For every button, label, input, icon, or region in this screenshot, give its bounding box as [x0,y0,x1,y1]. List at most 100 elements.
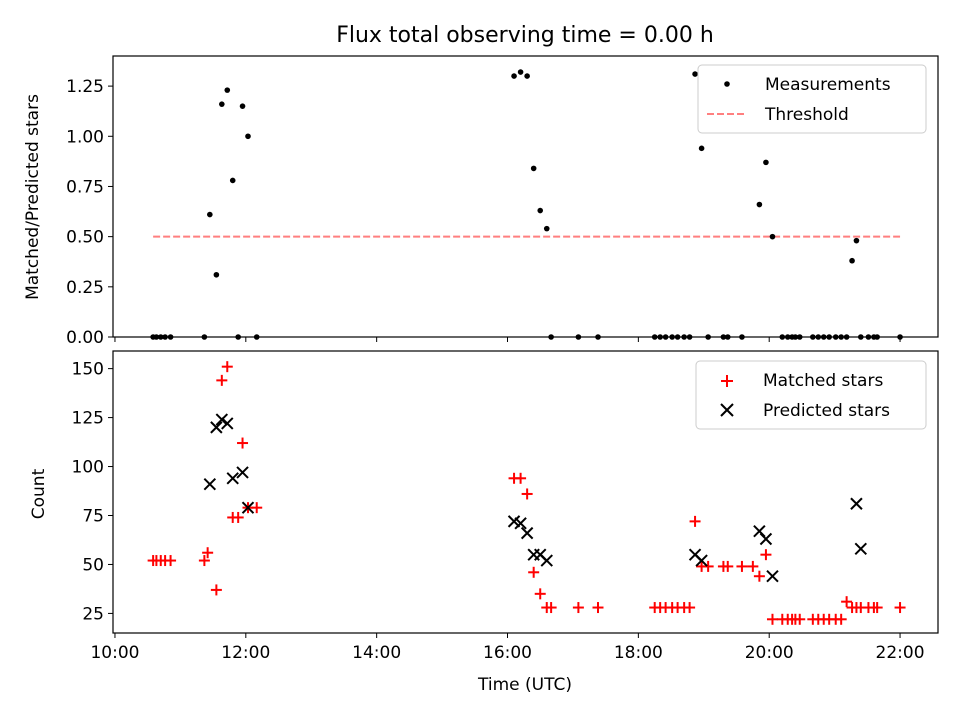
matched-star-point [592,602,604,614]
matched-star-point [753,570,765,582]
measurement-point [548,334,554,340]
matched-star-point [766,613,778,625]
matched-star-point [202,547,214,559]
matched-star-point [871,602,883,614]
measurement-point [720,334,727,340]
measurement-point [763,159,769,166]
measurement-point [843,334,850,340]
measurement-point [662,334,669,340]
measurement-point [820,334,827,340]
measurement-point [705,334,711,340]
measurement-point [674,334,681,340]
legend-ratio: Measurements Threshold [697,64,927,134]
predicted-star-point [854,542,868,555]
legend-matched-marker [721,375,733,387]
measurement-point [213,271,220,278]
measurement-point [853,237,860,244]
measurement-point [657,334,663,340]
measurement-point [724,334,731,340]
measurement-point [201,334,208,340]
legend-measurements-marker [724,81,730,87]
ratio-y-tick-label: 0.00 [66,328,104,348]
measurement-point [235,334,241,340]
measurement-point [681,334,687,340]
measurement-point [245,133,251,140]
matched-star-point [572,602,584,614]
ratio-y-tick-label: 1.25 [66,77,104,97]
measurement-point [832,334,839,340]
measurement-point [796,334,803,340]
measurement-point [229,177,236,184]
matched-star-point [251,502,263,514]
measurement-point [865,334,872,340]
panel-ratio-marks [150,69,903,340]
predicted-star-point [236,466,249,479]
matched-star-point [894,602,906,614]
predicted-star-point [203,477,217,491]
matched-star-point [210,584,222,596]
matched-star-point [528,566,540,578]
measurement-point [537,207,544,214]
measurement-point [167,334,174,340]
measurement-point [810,334,816,340]
ratio-y-tick-label: 1.00 [66,127,104,147]
ratio-y-tick-label: 0.50 [66,228,104,248]
predicted-star-point [520,526,534,540]
measurement-point [524,73,530,79]
measurement-point [543,225,550,232]
measurement-point [207,211,213,218]
measurement-point [224,87,231,93]
panel-ratio-ylabel: Matched/Predicted stars [23,94,43,300]
measurement-point [651,334,658,340]
measurement-point [669,334,675,340]
measurement-point [756,201,763,208]
measurement-point [784,334,791,340]
matched-star-point [747,560,759,572]
predicted-star-point [221,417,234,430]
measurement-point [826,334,832,340]
count-y-tick-label: 125 [72,409,104,429]
matched-star-point [841,596,853,608]
panel-count-ylabel: Count [29,468,49,519]
matched-star-point [835,613,847,625]
measurement-point [530,165,537,172]
count-y-tick-label: 50 [82,555,104,575]
legend-threshold-label: Threshold [764,105,849,125]
matched-star-point [794,613,806,625]
matched-star-point [221,361,233,373]
legend-predicted-marker [720,403,734,417]
measurement-point [838,334,844,340]
panel-count: 25 50 75 100 125 150 10:00 12:00 14:00 16:00 18:0… [29,350,939,695]
measurement-point [769,233,776,240]
matched-star-point [198,555,210,567]
measurement-point [792,334,799,340]
count-y-tick-label: 75 [82,507,104,527]
count-x-tick-label: 12:00 [221,643,270,663]
measurement-point [162,334,168,340]
count-x-tick-label: 10:00 [90,643,139,663]
measurement-point [739,334,745,340]
predicted-star-point [850,497,863,510]
predicted-star-point [226,472,239,485]
measurement-point [253,334,260,340]
measurement-point [874,334,880,340]
measurement-point [692,71,698,77]
matched-star-point [515,472,527,484]
matched-star-point [165,555,177,567]
legend-ratio-box [697,64,927,134]
measurement-point [157,334,164,340]
matched-star-point [521,488,533,500]
matched-star-point [760,549,772,561]
predicted-star-point [210,421,223,434]
measurement-point [698,145,705,152]
matched-star-point [237,437,249,449]
legend-count-box [695,360,927,430]
count-x-tick-label: 18:00 [614,643,663,663]
legend-count: Matched stars Predicted stars [695,360,927,430]
count-y-tick-label: 150 [72,360,104,380]
measurement-point [511,73,517,79]
predicted-star-point [241,501,255,514]
matched-star-point [689,515,701,527]
predicted-star-point [215,413,229,426]
matched-star-point [545,602,557,614]
